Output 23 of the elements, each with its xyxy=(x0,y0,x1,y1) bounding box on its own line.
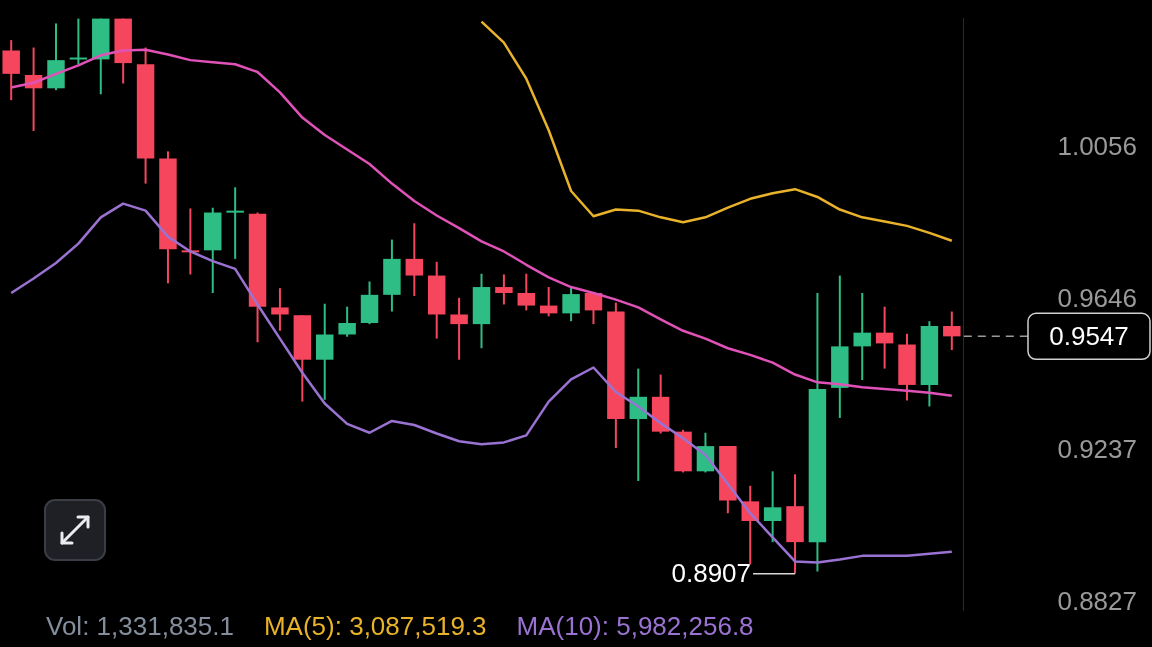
candlestick xyxy=(853,291,871,382)
annotation: Vol: 1,331,835.1 xyxy=(46,611,234,641)
y-tick-label: 0.9646 xyxy=(1057,282,1137,313)
candlestick xyxy=(450,296,468,361)
candlestick xyxy=(517,272,536,312)
y-tick-label: 0.8827 xyxy=(1057,586,1137,617)
candlestick xyxy=(495,273,513,306)
candlestick xyxy=(943,310,961,352)
y-tick-label: 0.9237 xyxy=(1057,434,1137,465)
candlestick xyxy=(2,39,20,102)
candlestick xyxy=(763,470,782,544)
candlestick xyxy=(69,17,88,66)
candlestick xyxy=(875,305,894,370)
candlestick xyxy=(405,222,424,297)
candlestick xyxy=(338,305,356,338)
candlestick xyxy=(271,287,289,332)
candlestick xyxy=(226,186,244,260)
annotation: MA(5): 3,087,519.3 xyxy=(263,611,487,641)
ref-line-label: 0.9547 xyxy=(1049,320,1129,351)
annotation: 0.8907 xyxy=(671,557,752,588)
y-tick-label: 1.0056 xyxy=(1057,130,1137,161)
candlestick xyxy=(562,286,580,323)
annotation: MA(10): 5,982,256.8 xyxy=(516,611,754,641)
